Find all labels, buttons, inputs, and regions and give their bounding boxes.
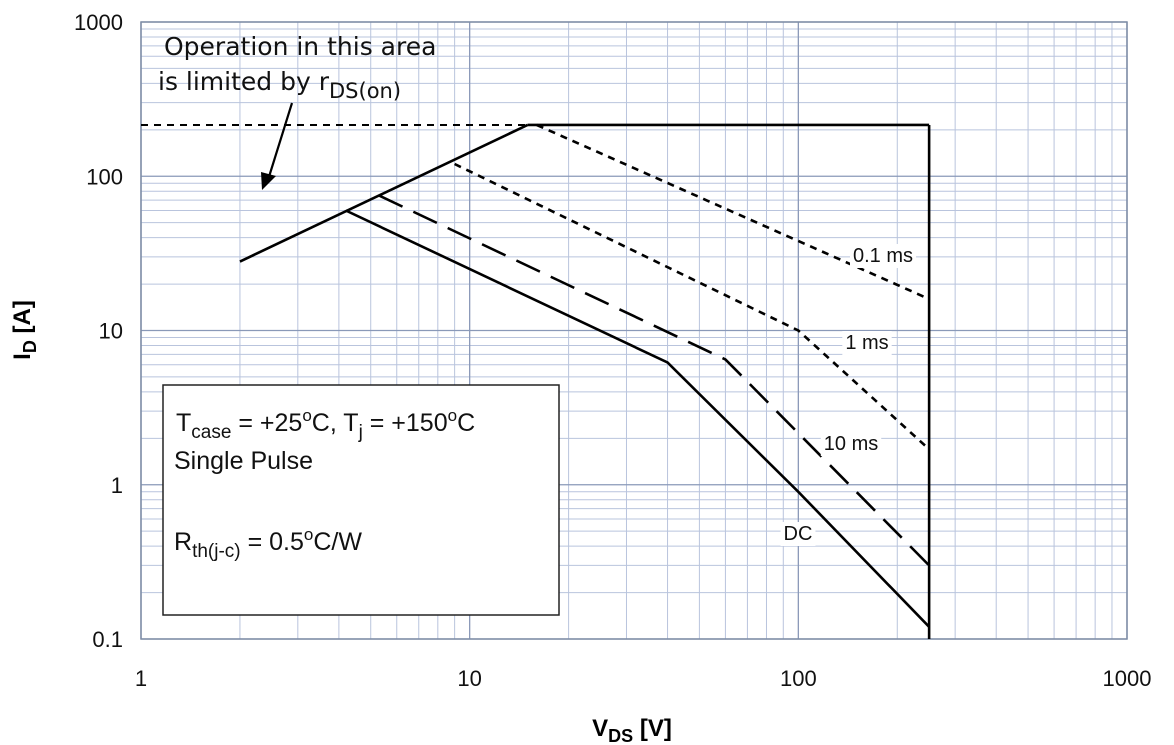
info-box bbox=[162, 384, 560, 616]
info-box-temperature: Tcase = +25oC, Tj = +150oC bbox=[176, 406, 475, 443]
x-tick-label: 10 bbox=[457, 666, 481, 691]
curve-label-background bbox=[842, 331, 892, 355]
x-axis-title: VDS [V] bbox=[592, 715, 672, 745]
y-tick-label: 0.1 bbox=[92, 627, 123, 652]
curve-label-background bbox=[820, 432, 882, 456]
y-axis-title: ID [A] bbox=[9, 300, 40, 360]
annotation-line1: Operation in this area bbox=[164, 32, 436, 61]
curve-label-background bbox=[780, 522, 816, 546]
series-line-1-ms bbox=[454, 162, 930, 451]
info-box-rth: Rth(j-c) = 0.5oC/W bbox=[174, 525, 362, 562]
curve-label-1-ms: 1 ms bbox=[845, 332, 888, 354]
curve-label-background bbox=[849, 244, 917, 268]
curve-labels: DC 10 ms 1 ms 0.1 ms bbox=[780, 244, 917, 546]
x-tick-label: 100 bbox=[780, 666, 817, 691]
annotation-line2: is limited by rDS(on) bbox=[158, 67, 401, 103]
annotation-main: is limited by r bbox=[158, 67, 330, 96]
curve-label-10-ms: 10 ms bbox=[824, 433, 878, 455]
x-tick-labels: 1 10 100 1000 bbox=[135, 666, 1152, 691]
y-tick-label: 10 bbox=[99, 319, 123, 344]
curve-label-dc: DC bbox=[784, 523, 813, 545]
limit-lines bbox=[141, 123, 931, 639]
annotation-sub: DS(on) bbox=[329, 79, 401, 103]
info-box-pulse: Single Pulse bbox=[174, 447, 313, 475]
series-line-dc bbox=[345, 209, 931, 628]
series-line-0-1-ms bbox=[536, 123, 930, 301]
plot-frame bbox=[140, 21, 1128, 640]
y-tick-label: 1 bbox=[111, 473, 123, 498]
x-tick-label: 1 bbox=[135, 666, 147, 691]
series-layer bbox=[345, 123, 931, 628]
series-line-10-ms bbox=[378, 194, 931, 567]
x-tick-label: 1000 bbox=[1103, 666, 1152, 691]
y-tick-label: 100 bbox=[86, 164, 123, 189]
curve-label-0-1-ms: 0.1 ms bbox=[853, 245, 913, 267]
y-tick-labels: 0.1 1 10 100 1000 bbox=[74, 10, 123, 652]
y-tick-label: 1000 bbox=[74, 10, 123, 35]
rds-on-limit-line bbox=[239, 123, 529, 263]
annotation-arrow bbox=[261, 102, 294, 190]
